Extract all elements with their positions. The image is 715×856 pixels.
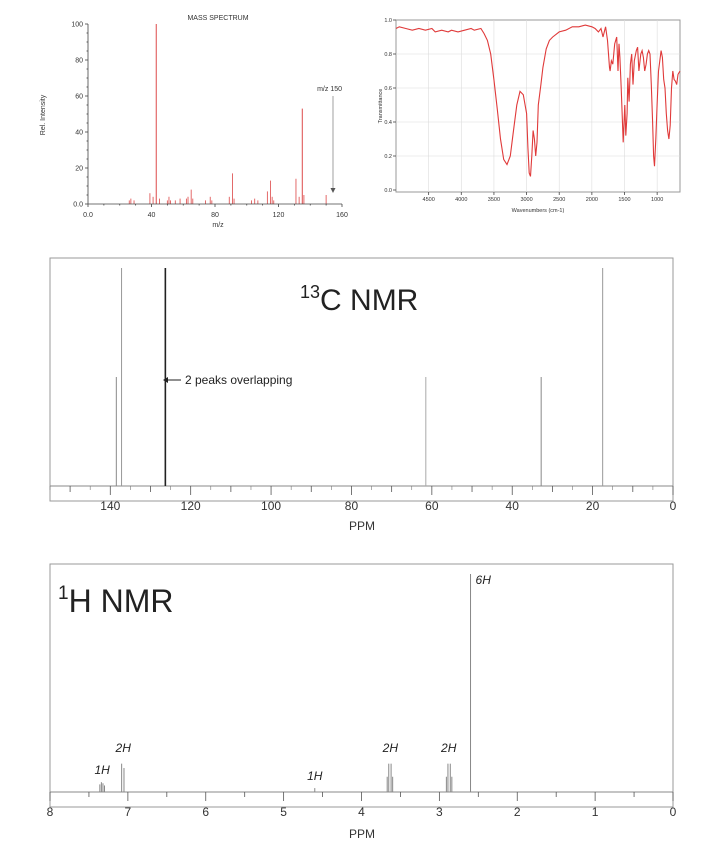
- ir-ticks: 0.0 0.2 0.4 0.6 0.8 1.0 4500 4000 3500 3000 2500 20…: [384, 18, 663, 203]
- h1-x-tick-label: 7: [125, 805, 132, 819]
- c13-ticks: 140 120 100 80 60 40 20 0: [49, 486, 677, 513]
- c13-x-axis-label: PPM: [349, 519, 375, 533]
- h1-frame: [49, 563, 674, 808]
- ir-x-tick-label: 4500: [423, 197, 435, 203]
- ir-y-tick-label: 0.8: [384, 52, 392, 58]
- ir-y-tick-label: 0.0: [384, 188, 392, 194]
- c13-x-tick-label: 60: [425, 499, 439, 513]
- c13-title: 13C NMR: [300, 282, 418, 317]
- h1-x-tick-label: 3: [436, 805, 443, 819]
- h1-x-tick-label: 1: [592, 805, 599, 819]
- h1-title: 1H NMR: [58, 583, 173, 619]
- ir-y-axis-label: Transmittance: [378, 89, 384, 124]
- h1-x-tick-label: 4: [358, 805, 365, 819]
- ir-y-tick-label: 0.6: [384, 86, 392, 92]
- ms-axes: 0.0 20 40 60 80 100 0.0 40 80 120 160: [71, 22, 348, 220]
- ms-x-tick-label: 40: [148, 212, 156, 219]
- h1-integration-label: 1H: [307, 769, 323, 783]
- h1-integration-label: 6H: [476, 573, 492, 587]
- c13-frame: [49, 257, 674, 502]
- c13-nmr-chart: 140 120 100 80 60 40 20 0 13C NMR 2 peaks overl…: [49, 257, 677, 533]
- c13-title-main: C NMR: [320, 284, 418, 317]
- c13-x-tick-label: 40: [506, 499, 520, 513]
- ir-y-tick-label: 0.2: [384, 154, 392, 160]
- ir-x-tick-label: 2500: [553, 197, 565, 203]
- h1-integration-label: 2H: [115, 741, 132, 755]
- h1-ticks: 8 7 6 5 4 3 2 1 0: [47, 792, 677, 819]
- c13-x-tick-label: 120: [181, 499, 201, 513]
- mass-spectrum-chart: MASS SPECTRUM Rel. Intensity m/z 0.0 20 40…: [40, 15, 348, 229]
- ir-x-tick-label: 3500: [488, 197, 500, 203]
- h1-integration-label: 2H: [440, 741, 457, 755]
- ms-x-tick-label: 160: [336, 212, 348, 219]
- h1-x-tick-label: 0: [670, 805, 677, 819]
- ms-y-tick-label: 40: [75, 130, 83, 137]
- ms-y-tick-label: 20: [75, 166, 83, 173]
- c13-annotation-arrowhead: [163, 377, 168, 383]
- h1-peaks: [99, 574, 472, 792]
- h1-x-tick-label: 2: [514, 805, 521, 819]
- ms-title: MASS SPECTRUM: [187, 15, 248, 22]
- ir-transmittance-line: [395, 24, 681, 177]
- h1-integrations: 1H 2H 1H 2H 2H 6H: [95, 573, 492, 783]
- ir-x-tick-label: 3000: [520, 197, 532, 203]
- ir-x-tick-label: 2000: [586, 197, 598, 203]
- c13-x-tick-label: 20: [586, 499, 600, 513]
- ir-y-tick-label: 0.4: [384, 120, 392, 126]
- ms-y-axis-label: Rel. Intensity: [40, 94, 47, 135]
- h1-x-axis-label: PPM: [349, 827, 375, 841]
- c13-peaks: [115, 268, 604, 486]
- ms-x-axis-label: m/z: [212, 222, 224, 229]
- ms-annotation-label: m/z 150: [317, 86, 342, 93]
- ms-y-tick-label: 80: [75, 58, 83, 65]
- ms-x-tick-label: 120: [273, 212, 285, 219]
- h1-integration-label: 2H: [382, 741, 399, 755]
- c13-title-superscript: 13: [300, 282, 320, 302]
- ms-annotation-arrowhead: [330, 188, 336, 193]
- ir-frame: [395, 19, 681, 193]
- c13-x-tick-label: 100: [261, 499, 281, 513]
- ir-x-tick-label: 1000: [651, 197, 663, 203]
- ir-x-tick-label: 1500: [618, 197, 630, 203]
- h1-title-superscript: 1: [58, 583, 69, 604]
- ir-y-tick-label: 1.0: [384, 18, 392, 24]
- c13-x-tick-label: 140: [100, 499, 120, 513]
- ir-x-tick-label: 4000: [455, 197, 467, 203]
- h1-x-tick-label: 6: [202, 805, 209, 819]
- ms-y-tick-label: 100: [71, 22, 83, 29]
- h1-title-main: H NMR: [69, 583, 174, 619]
- ms-peaks: [128, 24, 327, 204]
- ms-x-tick-label: 0.0: [83, 212, 93, 219]
- ms-x-tick-label: 80: [211, 212, 219, 219]
- h1-integration-label: 1H: [95, 763, 111, 777]
- ir-x-axis-label: Wavenumbers (cm-1): [512, 208, 565, 214]
- c13-annotation-label: 2 peaks overlapping: [185, 373, 292, 387]
- h1-x-tick-label: 8: [47, 805, 54, 819]
- c13-x-tick-label: 80: [345, 499, 359, 513]
- ir-spectrum-chart: 0.0 0.2 0.4 0.6 0.8 1.0 4500 4000 3500 3000 2500 20…: [378, 18, 681, 214]
- ms-y-tick-label: 60: [75, 94, 83, 101]
- ms-y-tick-label: 0.0: [73, 202, 83, 209]
- c13-x-tick-label: 0: [670, 499, 677, 513]
- h1-x-tick-label: 5: [280, 805, 287, 819]
